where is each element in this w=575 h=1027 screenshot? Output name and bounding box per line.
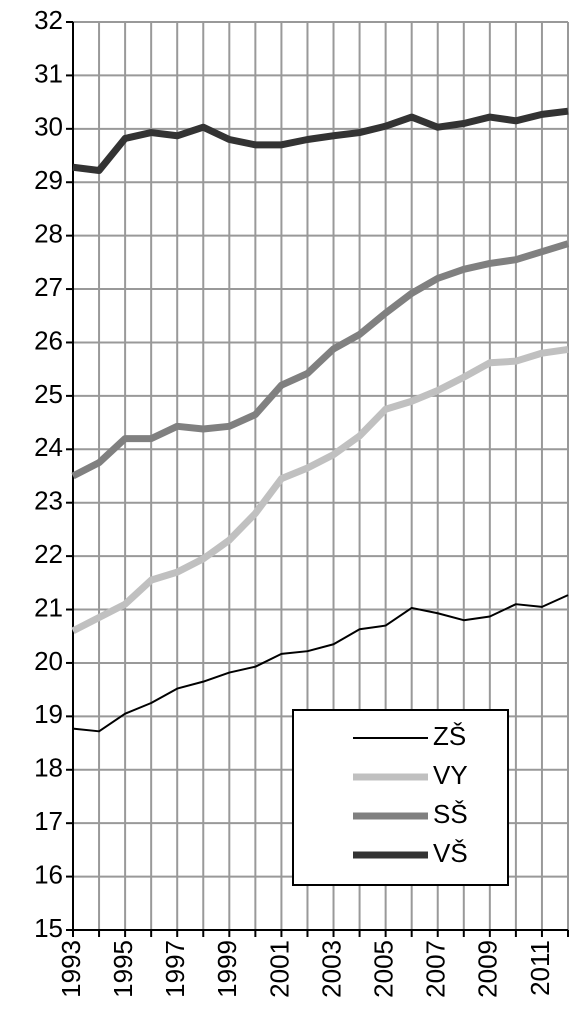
x-tick-label: 2003 xyxy=(316,940,346,998)
y-tick-label: 30 xyxy=(34,112,63,142)
x-tick-label: 1995 xyxy=(108,940,138,998)
series-line xyxy=(72,594,569,733)
legend-box xyxy=(292,709,509,886)
y-tick-label: 25 xyxy=(34,379,63,409)
x-tick-label: 2007 xyxy=(421,940,451,998)
y-tick-label: 28 xyxy=(34,219,63,249)
x-tick-label: 2001 xyxy=(264,940,294,998)
x-tick-label: 2005 xyxy=(369,940,399,998)
x-tick-label: 2011 xyxy=(525,940,555,996)
legend-label: ZŠ xyxy=(433,721,466,751)
x-tick-label: 1993 xyxy=(56,940,86,998)
y-tick-label: 21 xyxy=(34,592,63,622)
y-tick-label: 15 xyxy=(34,913,63,943)
x-tick-label: 2009 xyxy=(473,940,503,998)
y-tick-label: 32 xyxy=(34,5,63,35)
y-tick-label: 23 xyxy=(34,486,63,516)
y-tick-label: 19 xyxy=(34,699,63,729)
y-tick-label: 29 xyxy=(34,165,63,195)
x-tick-label: 1999 xyxy=(212,940,242,998)
y-tick-label: 31 xyxy=(34,58,63,88)
y-tick-label: 27 xyxy=(34,272,63,302)
legend-label: VŠ xyxy=(433,838,468,868)
legend-label: SŠ xyxy=(433,799,468,829)
y-tick-label: 22 xyxy=(34,539,63,569)
y-tick-label: 26 xyxy=(34,325,63,355)
legend-label: VY xyxy=(433,760,468,790)
y-tick-label: 24 xyxy=(34,432,63,462)
series-line xyxy=(71,345,569,635)
series-line xyxy=(71,240,570,480)
y-tick-label: 18 xyxy=(34,753,63,783)
y-tick-label: 20 xyxy=(34,646,63,676)
series-line xyxy=(72,107,569,174)
x-tick-label: 1997 xyxy=(160,940,190,998)
y-tick-label: 16 xyxy=(34,859,63,889)
y-tick-label: 17 xyxy=(34,806,63,836)
